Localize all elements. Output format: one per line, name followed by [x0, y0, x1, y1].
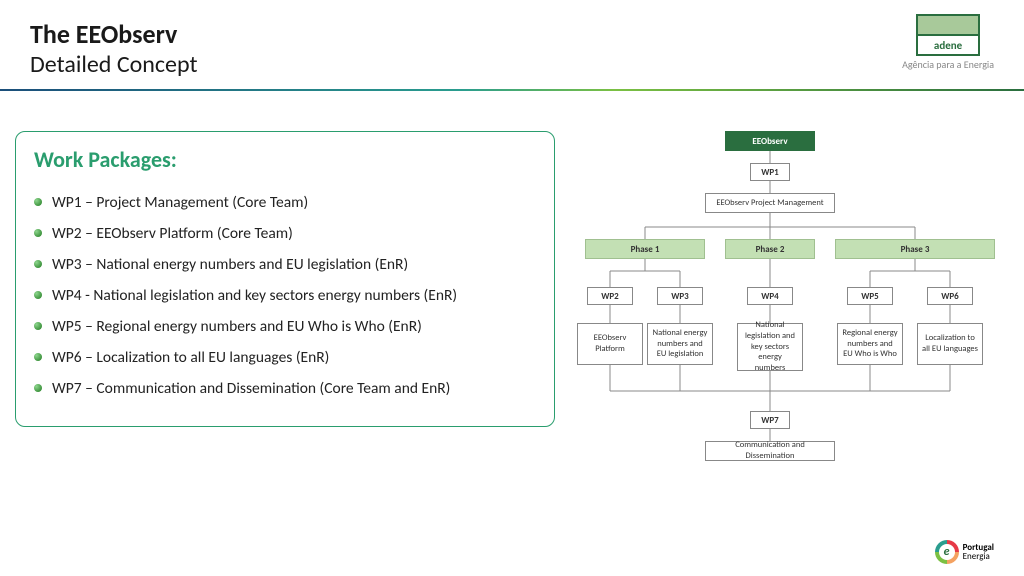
adene-logo: adene Agência para a Energia	[902, 14, 994, 71]
diagram-box-wp2: WP2	[587, 287, 633, 305]
adene-logo-icon: adene	[916, 14, 980, 56]
list-item: WP6 – Localization to all EU languages (…	[34, 342, 536, 373]
diagram-box-wp7d: Communication and Dissemination	[705, 441, 835, 461]
list-item: WP7 – Communication and Dissemination (C…	[34, 373, 536, 404]
diagram-box-ph3: Phase 3	[835, 239, 995, 259]
panel-title: Work Packages:	[34, 146, 536, 173]
work-packages-list: WP1 – Project Management (Core Team)WP2 …	[34, 187, 536, 404]
diagram-box-wp3d: National energy numbers and EU legislati…	[647, 323, 713, 365]
diagram-box-ph1: Phase 1	[585, 239, 705, 259]
diagram-box-wp5: WP5	[847, 287, 893, 305]
diagram-box-wp6: WP6	[927, 287, 973, 305]
page-title-sub: Detailed Concept	[30, 50, 994, 79]
energia-swirl-icon	[935, 540, 959, 564]
page-title-bold: The EEObserv	[30, 18, 994, 50]
diagram-box-wp4d: National legislation and key sectors ene…	[737, 323, 803, 371]
diagram-box-wp2d: EEObserv Platform	[577, 323, 643, 365]
diagram-box-wp7: WP7	[750, 411, 790, 429]
list-item: WP3 – National energy numbers and EU leg…	[34, 249, 536, 280]
diagram-box-wp1d: EEObserv Project Management	[705, 193, 835, 213]
diagram-box-root: EEObserv	[725, 131, 815, 151]
diagram-box-wp5d: Regional energy numbers and EU Who is Wh…	[837, 323, 903, 365]
list-item: WP4 - National legislation and key secto…	[34, 280, 536, 311]
org-chart-diagram: EEObserv WP1 EEObserv Project Management Ph…	[565, 131, 1014, 427]
diagram-box-wp6d: Localization to all EU languages	[917, 323, 983, 365]
diagram-box-wp1: WP1	[750, 163, 790, 181]
portugal-energia-logo: Portugal Energia	[935, 540, 994, 564]
adene-tagline: Agência para a Energia	[902, 58, 994, 71]
list-item: WP5 – Regional energy numbers and EU Who…	[34, 311, 536, 342]
diagram-box-wp4: WP4	[747, 287, 793, 305]
diagram-box-wp3: WP3	[657, 287, 703, 305]
list-item: WP2 – EEObserv Platform (Core Team)	[34, 218, 536, 249]
work-packages-panel: Work Packages: WP1 – Project Management …	[15, 131, 555, 427]
list-item: WP1 – Project Management (Core Team)	[34, 187, 536, 218]
diagram-box-ph2: Phase 2	[725, 239, 815, 259]
